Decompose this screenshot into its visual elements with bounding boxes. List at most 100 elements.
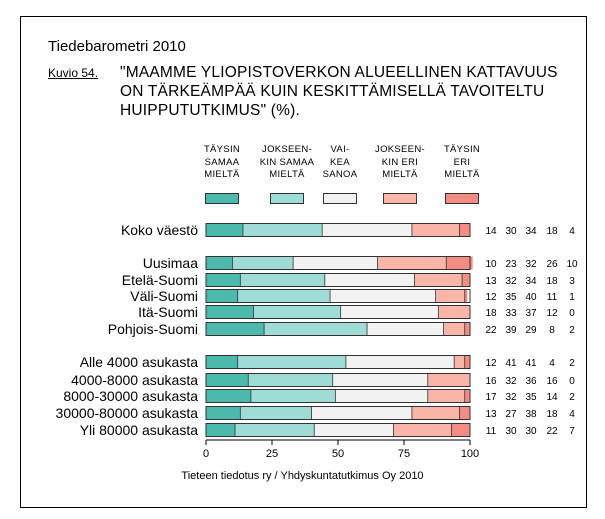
bar-segment	[427, 373, 470, 387]
data-label: 11	[486, 426, 497, 437]
bar-segment	[232, 256, 294, 270]
data-label: 34	[525, 276, 537, 287]
x-tick-label: 0	[203, 448, 209, 460]
data-label: 2	[569, 392, 575, 403]
legend-line: JOKSEEN-	[262, 144, 312, 155]
bar-segment	[206, 322, 265, 336]
legend-line: MIELTÄ	[382, 169, 418, 180]
bar-outline	[205, 273, 471, 287]
data-label: 35	[505, 292, 517, 303]
data-label: 18	[485, 308, 497, 319]
data-label: 1	[569, 292, 575, 303]
data-label: 34	[525, 226, 537, 237]
data-label: 30	[525, 426, 537, 437]
bar-outline	[205, 389, 471, 403]
data-label: 22	[485, 325, 497, 336]
data-label: 11	[547, 292, 558, 303]
data-label: 4	[569, 409, 575, 420]
data-label: 14	[485, 226, 497, 237]
data-label: 38	[525, 409, 537, 420]
legend-line: KEA	[330, 156, 350, 168]
data-label: 12	[546, 308, 558, 319]
bar-segment	[345, 355, 455, 369]
bar-segment	[393, 423, 452, 437]
data-label: 37	[525, 308, 537, 319]
bar-segment	[324, 273, 415, 287]
category-label: Etelä-Suomi	[122, 272, 198, 288]
data-label: 40	[525, 292, 537, 303]
bar-segment	[464, 389, 470, 403]
bar-segment	[253, 305, 341, 319]
legend-line: MIELTÄ	[269, 169, 305, 180]
category-label: Väli-Suomi	[130, 288, 198, 304]
bar-outline	[205, 423, 471, 437]
bar-segment	[206, 256, 233, 270]
legend-line: SAMAA	[204, 156, 240, 168]
bar-segment	[332, 373, 428, 387]
x-tick-label: 25	[266, 448, 278, 460]
data-label: 13	[485, 409, 497, 420]
data-label: 18	[546, 276, 558, 287]
bar-segment	[377, 256, 447, 270]
data-label: 18	[546, 409, 558, 420]
bar-segment	[435, 289, 465, 303]
bar-segment	[367, 322, 444, 336]
bar-segment	[340, 305, 439, 319]
legend-label-4: JOKSEEN- KIN ERI MIELTÄ	[360, 144, 440, 182]
legend-line: KIN ERI	[381, 156, 419, 168]
data-label: 16	[485, 376, 497, 387]
bar-segment	[446, 256, 473, 270]
bar-segment	[240, 406, 312, 420]
data-label: 41	[525, 358, 537, 369]
bar-segment	[206, 389, 251, 403]
legend-line: TÄYSIN	[443, 144, 481, 155]
bar-segment	[264, 322, 368, 336]
bar-outline	[205, 289, 471, 303]
bar-segment	[335, 389, 428, 403]
data-label: 18	[546, 226, 558, 237]
data-label: 16	[546, 376, 558, 387]
bar-outline	[205, 256, 471, 270]
legend-line: ERI	[453, 156, 471, 168]
data-label: 27	[505, 409, 517, 420]
bar-segment	[464, 355, 470, 369]
legend-swatch-3	[323, 193, 357, 204]
x-tick-label: 100	[461, 448, 479, 460]
legend-swatch-1	[205, 193, 239, 204]
footer-credit: Tieteen tiedotus ry / Yhdyskuntatutkimus…	[181, 470, 424, 482]
bar-segment	[411, 406, 460, 420]
bar-segment	[206, 289, 238, 303]
data-label: 10	[485, 259, 497, 270]
data-label: 30	[505, 426, 517, 437]
bar-segment	[314, 423, 394, 437]
data-label: 39	[505, 325, 517, 336]
legend-line: TÄYSIN	[203, 144, 241, 155]
bar-segment	[242, 223, 323, 237]
data-label: 35	[525, 392, 537, 403]
bar-segment	[464, 322, 470, 336]
bar-segment	[443, 322, 465, 336]
figure-title: "MAAMME YLIOPISTOVERKON ALUEELLINEN KATT…	[120, 64, 558, 119]
bar-segment	[293, 256, 378, 270]
x-tick-label: 50	[332, 448, 344, 460]
bar-segment	[454, 355, 465, 369]
category-label: 4000-8000 asukasta	[71, 372, 198, 388]
data-label: 0	[569, 308, 575, 319]
data-label: 32	[505, 376, 517, 387]
bar-outline	[205, 406, 471, 420]
bar-segment	[237, 355, 346, 369]
bar-segment	[206, 423, 236, 437]
bar-segment	[459, 406, 470, 420]
legend-swatch-5	[445, 193, 479, 204]
bar-segment	[311, 406, 412, 420]
legend-label-3: VAI- KEA SANOA	[300, 144, 380, 182]
category-label: Koko väestö	[121, 222, 198, 238]
bar-segment	[235, 423, 315, 437]
data-label: 22	[546, 426, 558, 437]
bar-segment	[427, 389, 465, 403]
data-label: 36	[525, 376, 537, 387]
data-label: 2	[569, 358, 575, 369]
bar-segment	[237, 289, 331, 303]
bar-outline	[205, 223, 471, 237]
data-label: 4	[549, 358, 555, 369]
